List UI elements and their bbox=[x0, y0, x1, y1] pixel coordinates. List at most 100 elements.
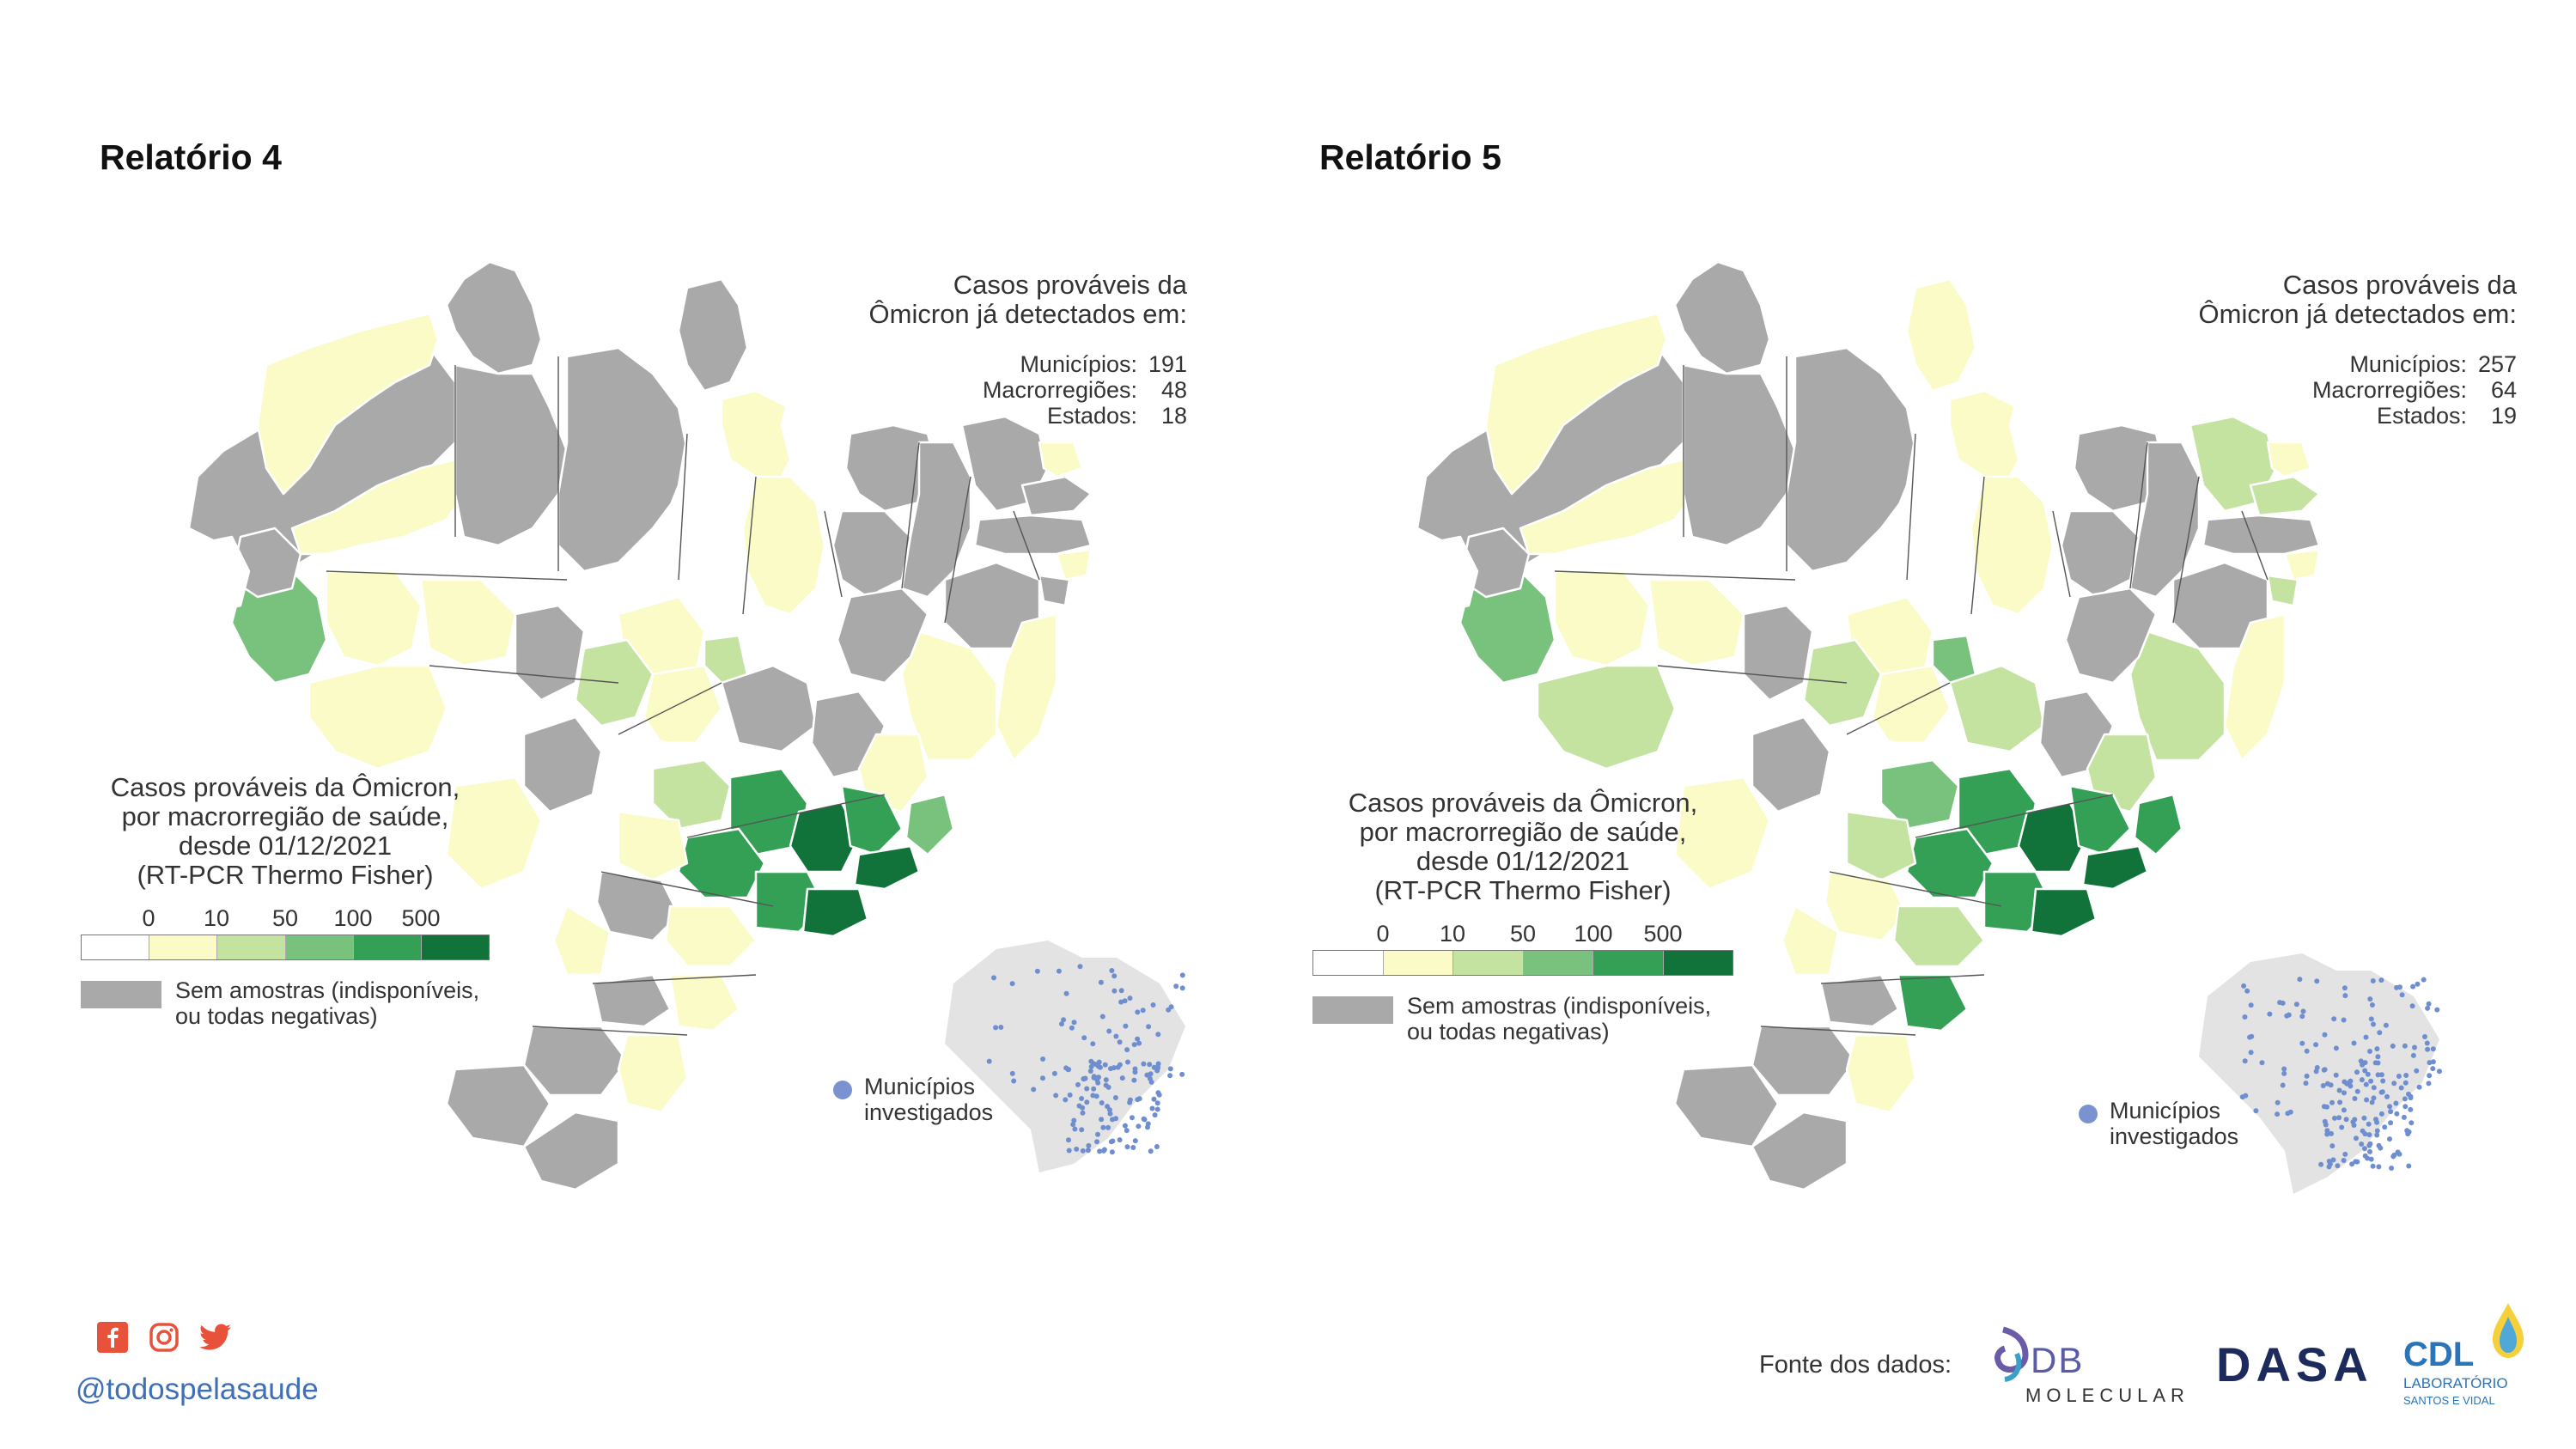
region-rs-north bbox=[1751, 1025, 1857, 1097]
investigated-municipality-dot bbox=[1119, 1075, 1125, 1081]
investigated-municipality-dot bbox=[2342, 1151, 2348, 1157]
region-ap bbox=[677, 277, 749, 393]
investigated-municipality-dot bbox=[2367, 1141, 2373, 1147]
investigated-municipality-dot bbox=[2293, 1002, 2299, 1008]
region-sc-east bbox=[668, 973, 740, 1032]
region-mt-nw bbox=[1459, 569, 1556, 685]
scale-bin bbox=[285, 935, 354, 959]
investigated-municipality-dot bbox=[1154, 1063, 1160, 1069]
investigated-municipality-dot bbox=[1108, 1066, 1113, 1072]
panel-relatorio-5: Relatório 5 bbox=[1271, 0, 2543, 1449]
stat-value: 191 bbox=[1148, 351, 1187, 377]
investigated-municipality-dot bbox=[2402, 1104, 2409, 1110]
investigated-municipality-dot bbox=[1106, 1028, 1112, 1034]
investigated-municipality-dot bbox=[2329, 1130, 2334, 1136]
investigated-municipality-dot bbox=[2361, 1115, 2367, 1121]
region-to bbox=[1970, 475, 2055, 616]
investigated-municipality-dot bbox=[2277, 1000, 2283, 1006]
investigated-municipality-dot bbox=[1136, 1040, 1142, 1046]
investigated-municipality-dot bbox=[2416, 1084, 2422, 1090]
region-pe bbox=[973, 514, 1093, 556]
legend-tick: 10 bbox=[203, 905, 230, 931]
region-sc-west bbox=[591, 973, 672, 1028]
investigated-municipality-dot bbox=[1146, 1024, 1152, 1030]
legend-color-scale bbox=[1312, 950, 1733, 976]
region-sp-south bbox=[2030, 887, 2098, 938]
region-mg-north bbox=[1948, 664, 2046, 753]
investigated-municipality-dot bbox=[1100, 1124, 1106, 1130]
legend-no-data: Sem amostras (indisponíveis, ou todas ne… bbox=[1312, 993, 1733, 1044]
region-sp-north bbox=[677, 827, 766, 899]
mini-map-label: investigados bbox=[864, 1099, 994, 1125]
investigated-municipality-dot bbox=[2359, 1142, 2365, 1147]
investigated-municipality-dot bbox=[1115, 1064, 1121, 1070]
investigated-municipality-dot bbox=[2281, 1070, 2287, 1076]
mini-map-investigated bbox=[2199, 953, 2442, 1194]
stat-value: 48 bbox=[1160, 377, 1187, 403]
investigated-municipality-dot bbox=[1094, 1077, 1100, 1082]
investigated-municipality-dot bbox=[1031, 1087, 1037, 1093]
region-rr bbox=[1673, 260, 1771, 375]
region-rs-east bbox=[617, 1033, 689, 1114]
mini-map-label: investigados bbox=[2110, 1123, 2239, 1149]
investigated-municipality-dot bbox=[2342, 1090, 2347, 1096]
facebook-icon[interactable] bbox=[96, 1321, 129, 1354]
region-rs-south bbox=[1751, 1111, 1848, 1191]
investigated-municipality-dot bbox=[2366, 1132, 2372, 1138]
stat-label: Estados: bbox=[2376, 403, 2467, 429]
scale-bin bbox=[149, 935, 218, 959]
no-data-label: Sem amostras (indisponíveis, bbox=[175, 977, 480, 1003]
legend-title-line: desde 01/12/2021 bbox=[178, 831, 393, 861]
investigated-municipality-dot bbox=[1076, 1103, 1082, 1109]
region-mg-west bbox=[651, 758, 732, 831]
investigated-municipality-dot bbox=[2336, 1087, 2342, 1093]
investigated-municipality-dot bbox=[1081, 1076, 1087, 1081]
stat-estados: Estados: 18 bbox=[869, 403, 1187, 429]
region-rn bbox=[1038, 441, 1084, 478]
region-rj bbox=[2081, 844, 2149, 891]
investigated-municipality-dot bbox=[2354, 1069, 2360, 1075]
no-data-label: ou todas negativas) bbox=[1407, 1019, 1610, 1044]
investigated-municipality-dot bbox=[2362, 1153, 2368, 1159]
scale-bin bbox=[1453, 951, 1524, 975]
twitter-handle[interactable]: @todospelasaude bbox=[76, 1373, 319, 1406]
region-se bbox=[2266, 574, 2299, 607]
investigated-municipality-dot bbox=[2362, 1146, 2367, 1152]
investigated-municipality-dot bbox=[2324, 1081, 2330, 1087]
stat-label: Municípios: bbox=[2349, 351, 2467, 377]
investigated-municipality-dot bbox=[2375, 1054, 2381, 1060]
investigated-municipality-dot bbox=[1034, 968, 1040, 974]
no-data-label: Sem amostras (indisponíveis, bbox=[1407, 993, 1712, 1019]
choropleth-legend: Casos prováveis da Ômicron, por macrorre… bbox=[1312, 788, 1733, 1044]
stat-value: 257 bbox=[2477, 351, 2517, 377]
investigated-municipality-dot bbox=[2324, 1104, 2329, 1110]
region-ba-east bbox=[2223, 612, 2287, 762]
investigated-municipality-dot bbox=[2398, 1085, 2404, 1091]
investigated-municipality-dot bbox=[2369, 1099, 2375, 1105]
investigated-municipality-dot bbox=[1009, 1070, 1015, 1076]
investigated-municipality-dot bbox=[2374, 1046, 2380, 1052]
scale-bin bbox=[1383, 951, 1453, 975]
stat-estados: Estados: 19 bbox=[2199, 403, 2517, 429]
region-rj bbox=[853, 844, 921, 891]
region-am-central bbox=[256, 312, 440, 496]
twitter-icon[interactable] bbox=[199, 1321, 232, 1354]
region-al bbox=[2283, 548, 2321, 581]
legend-tick: 0 bbox=[142, 905, 155, 931]
instagram-icon[interactable] bbox=[148, 1321, 180, 1354]
investigated-municipality-dot bbox=[1080, 1148, 1086, 1154]
investigated-municipality-dot bbox=[2341, 1107, 2347, 1113]
stat-macrorregioes: Macrorregiões: 48 bbox=[869, 377, 1187, 403]
investigated-municipality-dot bbox=[1141, 1116, 1147, 1122]
scale-bin bbox=[1523, 951, 1593, 975]
investigated-municipality-dot bbox=[1105, 1124, 1111, 1130]
investigated-municipality-dot bbox=[2388, 1109, 2394, 1115]
region-mt-east bbox=[1647, 578, 1745, 667]
investigated-dot-icon bbox=[2079, 1105, 2098, 1123]
investigated-municipality-dot bbox=[1103, 1077, 1109, 1083]
investigated-municipality-dot bbox=[2353, 1159, 2359, 1165]
investigated-municipality-dot bbox=[2249, 1033, 2255, 1039]
investigated-municipality-dot bbox=[1149, 1105, 1155, 1111]
investigated-municipality-dot bbox=[1131, 1077, 1137, 1083]
investigated-municipality-dot bbox=[2414, 1068, 2420, 1074]
